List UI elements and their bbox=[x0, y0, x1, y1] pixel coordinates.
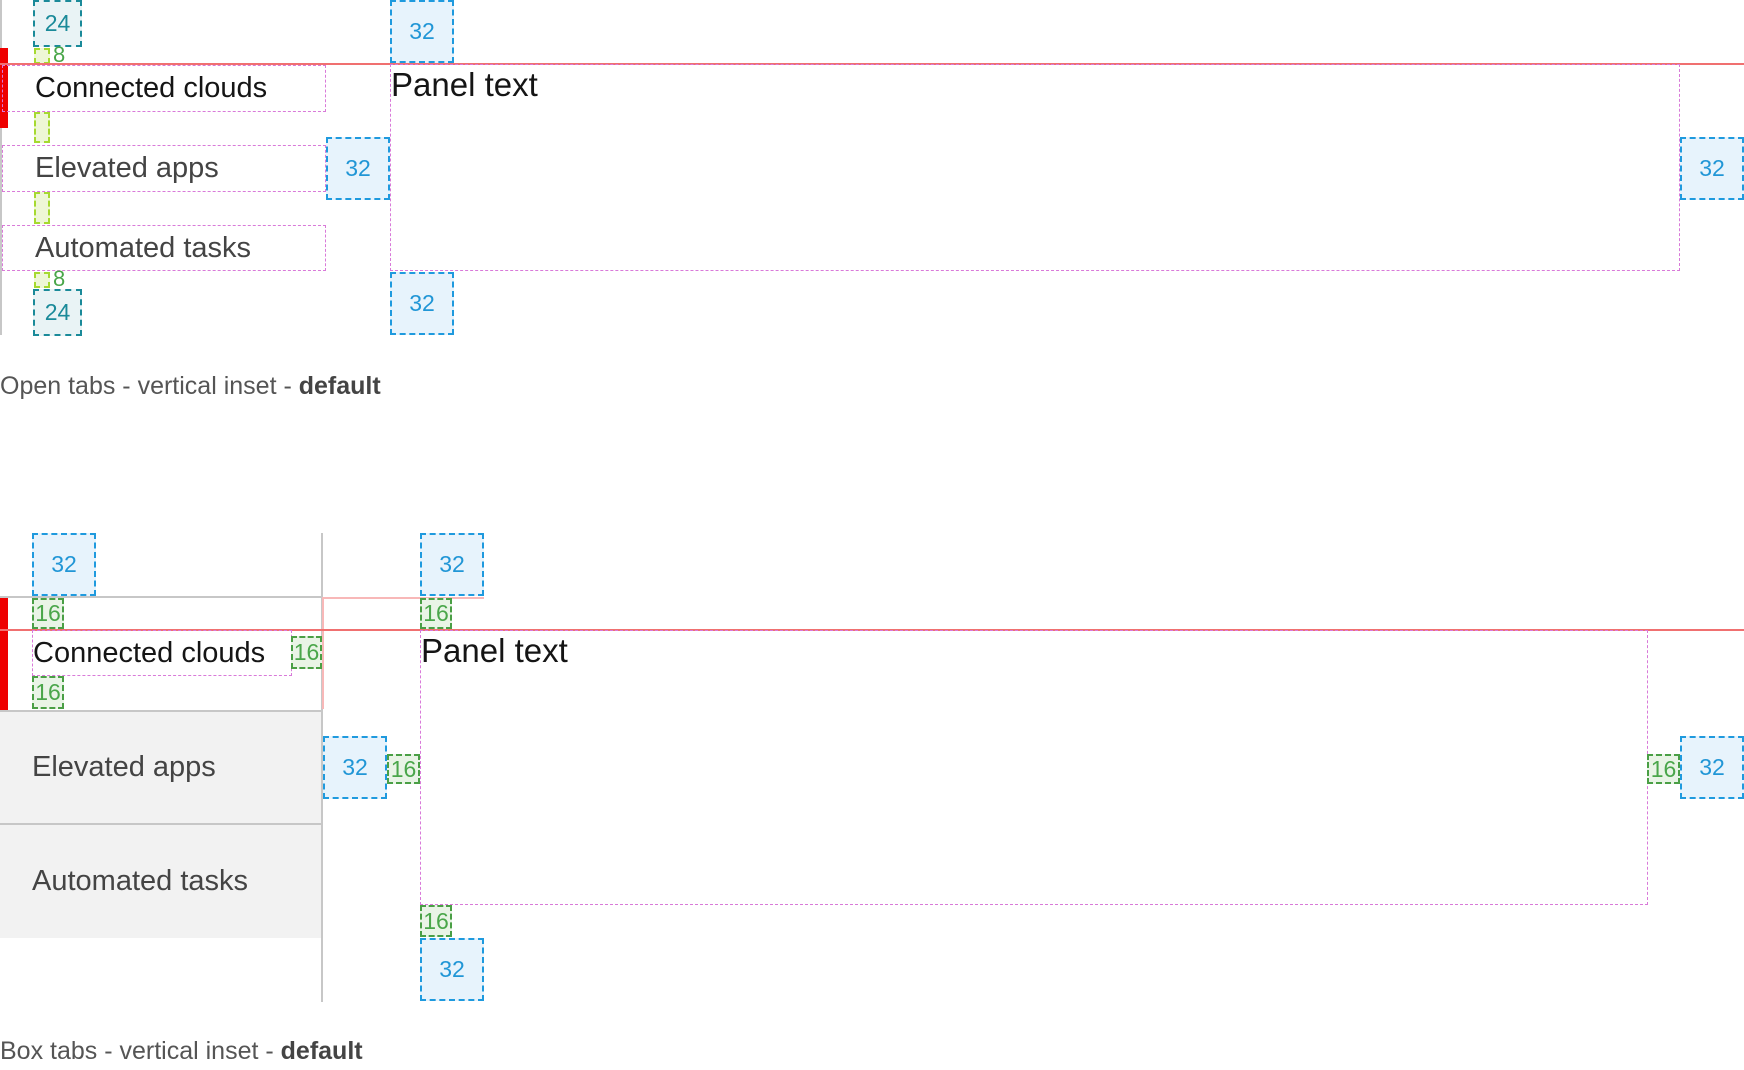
selected-tab-edge bbox=[322, 597, 484, 599]
spacing-16-bottom: 16 bbox=[32, 676, 64, 709]
tab-elevated-apps[interactable]: Elevated apps bbox=[0, 710, 321, 825]
panel-text: Panel text bbox=[421, 632, 568, 669]
tab-label: Connected clouds bbox=[33, 636, 266, 669]
tab-list-border bbox=[321, 533, 323, 1002]
tab-panel: Panel text bbox=[390, 64, 1680, 271]
spacing-32-right: 32 bbox=[1680, 137, 1744, 200]
spacing-32-panel-bottom: 32 bbox=[420, 938, 484, 1001]
selected-tab-edge bbox=[322, 597, 324, 709]
tab-top-border bbox=[0, 596, 322, 598]
spacing-8-label: 8 bbox=[53, 266, 66, 291]
spacing-32-right: 32 bbox=[1680, 736, 1744, 799]
spacing-8-gap bbox=[34, 192, 50, 224]
spacing-16-left: 16 bbox=[387, 754, 420, 784]
spacing-24-top: 24 bbox=[33, 0, 82, 47]
spacing-8-label: 8 bbox=[53, 42, 66, 67]
spacing-16-panel-bottom: 16 bbox=[420, 905, 452, 937]
tab-panel: Panel text bbox=[420, 630, 1648, 905]
caption: Open tabs - vertical inset - default bbox=[0, 372, 381, 401]
alignment-line bbox=[0, 63, 1744, 65]
caption: Box tabs - vertical inset - default bbox=[0, 1037, 363, 1066]
spacing-32-left: 32 bbox=[326, 137, 390, 200]
spacing-8-gap bbox=[34, 112, 50, 143]
spacing-32-left: 32 bbox=[323, 736, 387, 799]
spacing-16-panel-top: 16 bbox=[420, 598, 452, 629]
caption-text: Open tabs - vertical inset - bbox=[0, 372, 299, 400]
selected-tab-indicator bbox=[0, 598, 8, 710]
spacing-24-bottom: 24 bbox=[33, 289, 82, 336]
caption-bold: default bbox=[298, 372, 381, 400]
spacing-16-right: 16 bbox=[291, 636, 322, 669]
tab-label: Automated tasks bbox=[35, 231, 251, 264]
tab-connected-clouds[interactable]: Connected clouds bbox=[32, 630, 292, 676]
spacing-32-bottom: 32 bbox=[390, 272, 454, 335]
panel-text: Panel text bbox=[391, 66, 538, 103]
tab-elevated-apps[interactable]: Elevated apps bbox=[2, 145, 326, 192]
tab-automated-tasks[interactable]: Automated tasks bbox=[0, 825, 321, 938]
tab-list-border bbox=[0, 0, 2, 335]
spacing-8-top bbox=[34, 48, 50, 64]
spacing-32-top: 32 bbox=[32, 533, 96, 596]
tab-connected-clouds[interactable]: Connected clouds bbox=[2, 65, 326, 112]
tab-label: Elevated apps bbox=[32, 751, 216, 783]
tab-label: Automated tasks bbox=[32, 865, 248, 897]
selected-tab-indicator bbox=[0, 48, 8, 128]
spacing-32-panel-top: 32 bbox=[420, 533, 484, 596]
tab-automated-tasks[interactable]: Automated tasks bbox=[2, 225, 326, 271]
caption-text: Box tabs - vertical inset - bbox=[0, 1037, 281, 1065]
spacing-16-right: 16 bbox=[1647, 754, 1680, 784]
alignment-line bbox=[0, 629, 1744, 631]
spacing-8-bottom bbox=[34, 272, 50, 288]
tab-label: Elevated apps bbox=[35, 152, 219, 184]
tab-label: Connected clouds bbox=[35, 72, 268, 104]
spacing-32-top: 32 bbox=[390, 0, 454, 63]
caption-bold: default bbox=[280, 1037, 363, 1065]
spacing-16-top: 16 bbox=[32, 598, 64, 629]
